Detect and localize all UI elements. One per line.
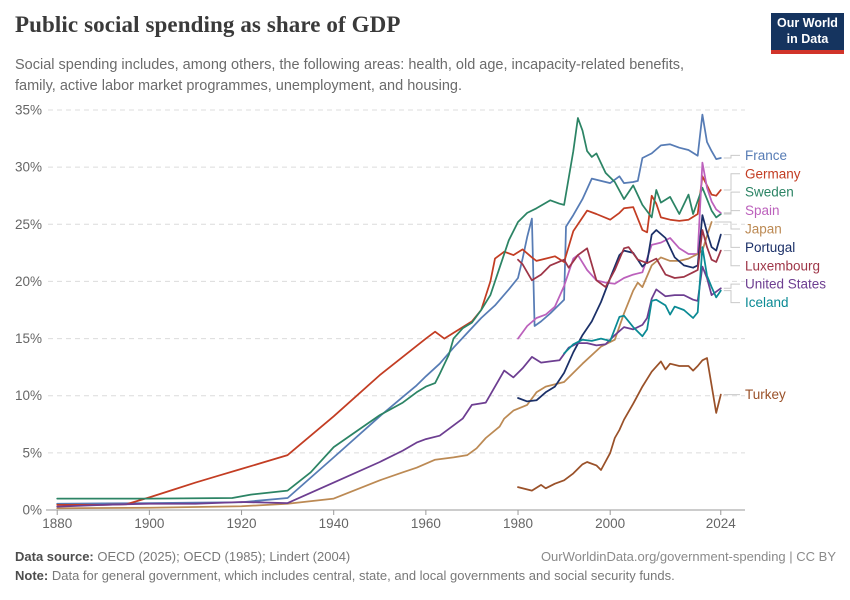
x-tick-label-2024: 2024	[706, 516, 737, 531]
owid-logo-line2: in Data	[786, 31, 829, 46]
owid-logo-line1: Our World	[777, 15, 838, 30]
x-tick-label-1960: 1960	[411, 516, 441, 531]
y-tick-label-0: 0%	[22, 503, 42, 518]
entity-label-sweden[interactable]: Sweden	[745, 185, 794, 200]
label-connector-spain	[723, 210, 740, 214]
y-tick-label-20: 20%	[15, 274, 42, 289]
y-tick-label-30: 30%	[15, 160, 42, 175]
entity-label-japan[interactable]: Japan	[745, 221, 782, 236]
y-tick-label-10: 10%	[15, 388, 42, 403]
series-line-germany	[56, 175, 722, 506]
series-line-united-states	[56, 265, 722, 508]
series-line-portugal	[517, 214, 722, 403]
x-tick-label-1920: 1920	[227, 516, 257, 531]
y-tick-label-25: 25%	[15, 217, 42, 232]
entity-label-france[interactable]: France	[745, 148, 787, 163]
x-tick-label-1900: 1900	[134, 516, 164, 531]
chart-area: 0% 5% 10% 15% 20% 25% 30% 35% 1880 1900 1920 1940 19…	[0, 95, 850, 545]
y-tick-label-35: 35%	[15, 103, 42, 118]
series-line-turkey	[517, 357, 722, 492]
owid-logo-redbar	[771, 50, 844, 54]
label-connector-germany	[723, 173, 740, 191]
entity-label-germany[interactable]: Germany	[745, 166, 801, 181]
y-tick-label-5: 5%	[22, 445, 42, 460]
owid-logo-box: Our World in Data	[771, 13, 844, 50]
label-connector-sweden	[723, 191, 740, 215]
label-connector-united-states	[723, 283, 740, 289]
data-source-line: Data source: OECD (2025); OECD (1985); L…	[15, 549, 350, 564]
entity-label-united-states[interactable]: United States	[745, 277, 826, 292]
x-tick-label-2000: 2000	[595, 516, 625, 531]
note-label: Note:	[15, 568, 49, 583]
page-title: Public social spending as share of GDP	[15, 12, 401, 37]
series-line-sweden	[56, 117, 722, 500]
series-line-france	[56, 113, 722, 505]
chart-footer: Data source: OECD (2025); OECD (1985); L…	[0, 543, 850, 583]
series-line-spain	[517, 161, 722, 340]
chart-canvas: 0% 5% 10% 15% 20% 25% 30% 35% 1880 1900 1920 1940 19…	[15, 103, 826, 532]
x-tick-label-1940: 1940	[319, 516, 349, 531]
note-text: Data for general government, which inclu…	[51, 568, 675, 583]
y-tick-label-15: 15%	[15, 331, 42, 346]
owid-url-link[interactable]: OurWorldinData.org/government-spending |…	[540, 549, 836, 564]
entity-label-spain[interactable]: Spain	[745, 203, 780, 218]
label-connector-iceland	[723, 290, 740, 304]
entity-label-iceland[interactable]: Iceland	[745, 295, 789, 310]
label-connector-portugal	[723, 234, 740, 248]
x-tick-label-1980: 1980	[503, 516, 533, 531]
entity-label-portugal[interactable]: Portugal	[745, 240, 795, 255]
chart-subtitle: Social spending includes, among others, …	[15, 57, 685, 94]
series-line-luxembourg	[517, 229, 722, 288]
label-connector-france	[723, 154, 740, 159]
label-connector-luxembourg	[723, 250, 740, 267]
x-tick-label-1880: 1880	[42, 516, 72, 531]
owid-logo[interactable]: Our World in Data	[771, 13, 844, 54]
entity-label-turkey[interactable]: Turkey	[745, 387, 786, 402]
data-source-text: OECD (2025); OECD (1985); Lindert (2004)	[97, 549, 351, 564]
series-line-japan	[56, 221, 713, 510]
note-line: Note: Data for general government, which…	[0, 564, 850, 583]
label-connector-japan	[714, 221, 740, 230]
data-source-label: Data source:	[15, 549, 94, 564]
entity-label-luxembourg[interactable]: Luxembourg	[745, 258, 820, 273]
series-line-iceland	[563, 246, 722, 355]
